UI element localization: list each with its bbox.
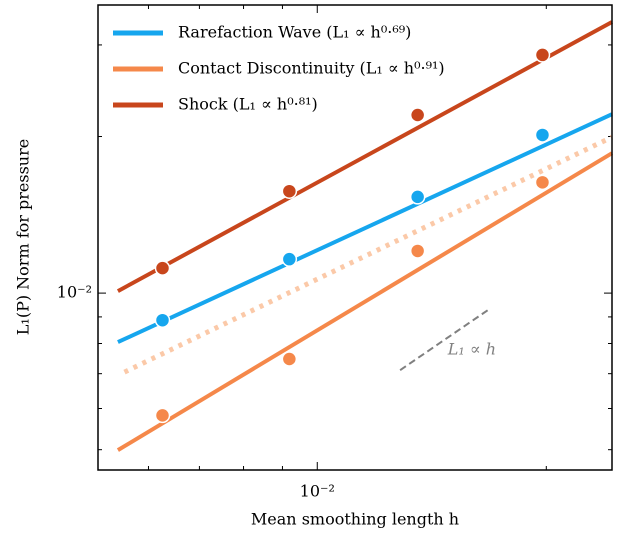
data-point <box>281 351 298 367</box>
data-point <box>409 107 426 123</box>
data-point <box>281 251 298 267</box>
fit-line <box>116 20 613 293</box>
fit-line <box>116 151 614 452</box>
x-axis-label: Mean smoothing length h <box>251 510 459 529</box>
data-point <box>154 312 171 328</box>
x-tick-label: 10⁻² <box>300 482 335 501</box>
legend-label: Contact Discontinuity (L₁ ∝ h⁰·⁹¹) <box>178 59 445 78</box>
data-point <box>534 174 551 191</box>
plot-frame <box>97 4 613 471</box>
data-point <box>534 47 551 63</box>
data-point <box>409 243 426 259</box>
guide-label: L₁ ∝ h <box>447 340 496 359</box>
data-point <box>281 183 298 199</box>
fit-line <box>123 134 614 375</box>
data-point <box>534 127 551 143</box>
y-axis-label: L₁(P) Norm for pressure <box>14 139 33 335</box>
guide-line <box>399 309 489 371</box>
legend-label: Shock (L₁ ∝ h⁰·⁸¹) <box>178 95 318 114</box>
y-tick-label: 10⁻² <box>57 283 92 302</box>
legend-label: Rarefaction Wave (L₁ ∝ h⁰·⁶⁹) <box>178 23 411 42</box>
data-point <box>409 189 426 205</box>
data-point <box>154 260 171 276</box>
fit-line <box>117 112 613 344</box>
data-point <box>154 407 171 424</box>
